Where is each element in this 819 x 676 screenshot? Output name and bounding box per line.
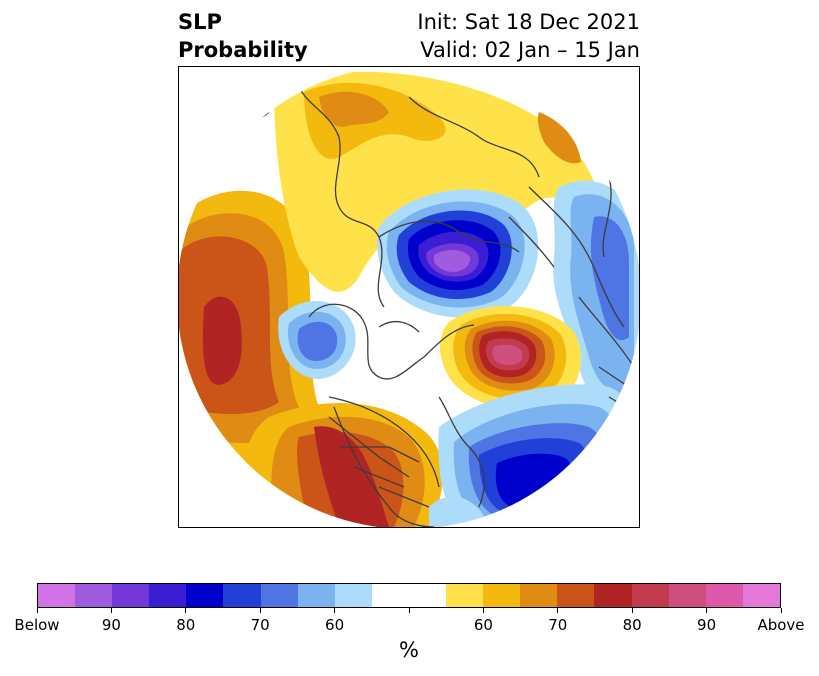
colorbar-tick xyxy=(557,608,559,613)
colorbar-tick xyxy=(185,608,187,613)
colorbar-tick-label: Below xyxy=(14,616,60,634)
colorbar-tick-label: 70 xyxy=(250,616,270,634)
colorbar-tick xyxy=(36,608,38,613)
colorbar-swatch xyxy=(594,584,632,607)
colorbar-swatch xyxy=(112,584,150,607)
colorbar-swatch xyxy=(260,584,298,607)
colorbar-tick xyxy=(706,608,708,613)
colorbar-swatch xyxy=(668,584,706,607)
colorbar xyxy=(37,583,781,608)
title-metric: Probability xyxy=(178,38,308,62)
colorbar-tick-label: 80 xyxy=(622,616,642,634)
western-us-high xyxy=(243,403,443,527)
colorbar-tick-label: 70 xyxy=(548,616,568,634)
colorbar-swatch xyxy=(38,584,76,607)
greenland-high xyxy=(440,305,581,411)
colorbar-swatch xyxy=(408,584,447,607)
colorbar-swatch xyxy=(223,584,261,607)
init-date: Init: Sat 18 Dec 2021 xyxy=(417,10,640,34)
colorbar-tick xyxy=(334,608,336,613)
colorbar-tick xyxy=(110,608,112,613)
colorbar-tick-label: 60 xyxy=(325,616,345,634)
colorbar-tick xyxy=(408,608,410,613)
map-panel xyxy=(178,66,640,528)
siberia-low xyxy=(553,180,639,415)
colorbar-swatch xyxy=(75,584,113,607)
north-pacific-high xyxy=(179,190,332,488)
colorbar-swatch xyxy=(520,584,558,607)
alaska-low xyxy=(278,300,356,379)
colorbar-swatch xyxy=(446,584,484,607)
colorbar-tick-label: 80 xyxy=(176,616,196,634)
colorbar-tick xyxy=(259,608,261,613)
colorbar-unit-label: % xyxy=(399,638,419,662)
probability-map xyxy=(179,71,639,527)
colorbar-swatch xyxy=(742,584,780,607)
anomaly-fields xyxy=(179,71,639,527)
title-variable: SLP xyxy=(178,10,222,34)
colorbar-swatch xyxy=(371,584,409,607)
colorbar-tick xyxy=(482,608,484,613)
colorbar-swatch xyxy=(705,584,743,607)
arctic-low xyxy=(377,189,539,318)
colorbar-swatch xyxy=(483,584,521,607)
colorbar-tick xyxy=(631,608,633,613)
colorbar-tick-label: 90 xyxy=(101,616,121,634)
colorbar-swatch xyxy=(557,584,595,607)
valid-range: Valid: 02 Jan – 15 Jan xyxy=(420,38,640,62)
colorbar-tick xyxy=(780,608,782,613)
colorbar-swatch xyxy=(631,584,669,607)
title-left: SLP Probability xyxy=(178,8,308,64)
colorbar-tick-label: Above xyxy=(757,616,805,634)
colorbar-swatch xyxy=(297,584,335,607)
colorbar-swatch xyxy=(149,584,187,607)
colorbar-tick-label: 60 xyxy=(473,616,493,634)
colorbar-swatch xyxy=(186,584,224,607)
title-right: Init: Sat 18 Dec 2021 Valid: 02 Jan – 15… xyxy=(417,8,640,64)
colorbar-swatch xyxy=(334,584,372,607)
colorbar-tick-label: 90 xyxy=(697,616,717,634)
